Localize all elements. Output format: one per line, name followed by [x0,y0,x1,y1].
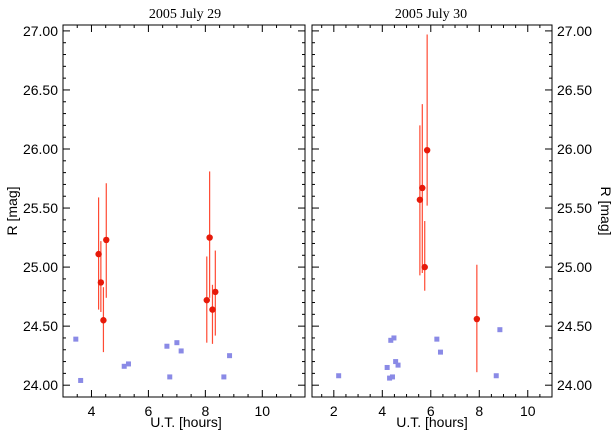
x-tick-label: 10 [255,403,271,419]
red-point [95,250,102,258]
plot-frame [311,24,553,398]
red-point [419,184,426,192]
blue-point [178,348,184,354]
x-axis-label: U.T. [hours] [396,414,468,430]
y-tick-label: 24.50 [23,318,58,334]
blue-point [389,374,395,380]
blue-point [221,374,227,380]
blue-point [395,362,401,368]
x-tick-label: 6 [427,403,435,419]
y-axis-label-right: R [mag] [598,186,611,235]
blue-point [78,377,84,383]
y-tick-label: 25.00 [557,259,592,275]
red-point [97,279,105,286]
y-tick-label: 25.00 [23,259,58,275]
blue-point [227,353,233,359]
blue-point [384,364,390,370]
blue-point [167,374,173,380]
x-axis-label: U.T. [hours] [150,414,222,430]
y-tick-label: 27.00 [557,23,592,39]
y-tick-label: 26.00 [557,141,592,157]
red-point [203,296,210,304]
x-tick-label: 2 [330,403,338,419]
blue-point [336,373,342,379]
panel-title: 2005 July 29 [149,7,221,22]
red-point [416,196,424,203]
blue-point [391,335,397,341]
y-tick-label: 25.50 [23,200,58,216]
red-point [103,236,110,244]
blue-point [174,340,180,346]
y-tick-label: 26.50 [23,82,58,98]
panel-july-30: 2005 July 30 U.T. [hours] R [mag] 2 4 6 8 10… [311,7,611,430]
red-point [421,263,428,271]
red-point [423,146,431,154]
red-point [473,315,481,323]
panel-july-29: 2005 July 29 U.T. [hours] R [mag] 4 6 8 10 2… [4,7,306,430]
y-axis-label-left: R [mag] [4,186,20,235]
plot-frame [62,24,306,398]
blue-point [125,361,131,367]
x-tick-label: 4 [378,403,386,419]
x-tick-label: 10 [520,403,536,419]
y-tick-label: 25.50 [557,200,592,216]
y-tick-label: 24.00 [23,377,58,393]
blue-point [73,336,79,342]
y-tick-label: 26.50 [557,82,592,98]
blue-point [388,337,394,343]
panel-title: 2005 July 30 [395,7,467,22]
blue-point [121,363,127,369]
blue-point [437,349,443,355]
red-point [212,288,219,296]
y-tick-label: 26.00 [23,141,58,157]
x-tick-label: 8 [201,403,209,419]
x-tick-label: 6 [145,403,153,419]
blue-point [164,343,170,349]
blue-point [434,336,440,342]
blue-point [393,359,399,365]
blue-point [497,327,503,333]
red-point [209,306,216,313]
y-tick-label: 24.00 [557,377,592,393]
y-tick-label: 24.50 [557,318,592,334]
y-tick-label: 27.00 [23,23,58,39]
x-tick-label: 8 [475,403,483,419]
blue-point [387,375,393,381]
blue-point [493,373,499,379]
x-tick-label: 4 [88,403,96,419]
red-point [100,317,107,324]
red-point [206,234,213,241]
